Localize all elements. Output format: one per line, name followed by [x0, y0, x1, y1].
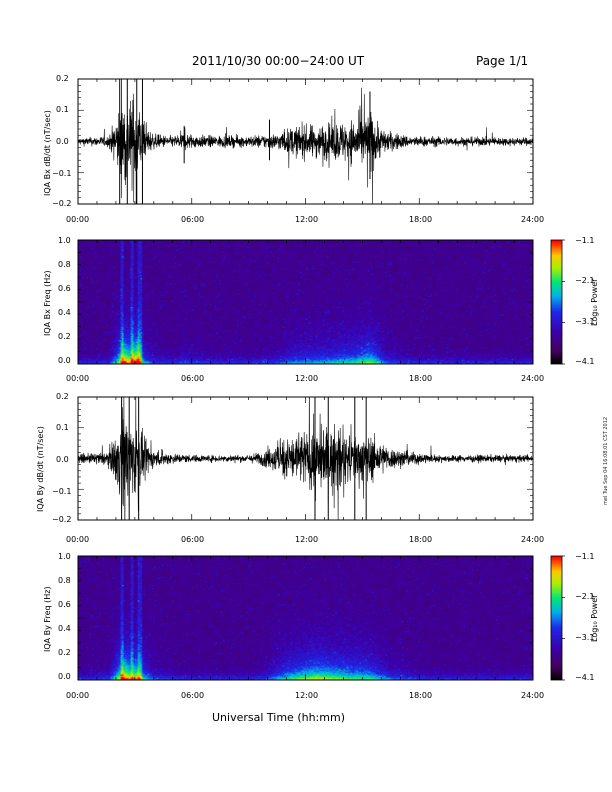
panel2-ytick: 0.2 [58, 332, 71, 341]
panel4-ytick: 1.0 [58, 552, 71, 561]
panel3-ytick: 0.0 [56, 455, 69, 464]
panel1-xtick: 12:00 [295, 215, 319, 224]
spectrogram-panel-3 [77, 555, 565, 681]
panel3-ytick: −0.1 [52, 487, 72, 496]
waveform-panel-0 [77, 78, 534, 205]
colorbar1-tick: −1.1 [575, 236, 595, 245]
panel4-ytick: 0.4 [58, 624, 71, 633]
colorbar2-label: Log₁₀ Power [590, 594, 599, 642]
panel1-xtick: 06:00 [181, 215, 205, 224]
panel2-ytick: 0.4 [58, 308, 71, 317]
spectrogram-image [78, 240, 533, 364]
panel4-ytick: 0.6 [58, 600, 71, 609]
panel3-ytick: 0.1 [56, 423, 69, 432]
panel2-xtick: 24:00 [521, 374, 545, 383]
panel3-xtick: 24:00 [521, 535, 545, 544]
page-title: 2011/10/30 00:00−24:00 UT [192, 54, 365, 68]
panel1-ylabel: IQA Bx dB/dt (nT/sec) [43, 110, 52, 196]
panel4-xtick: 24:00 [521, 691, 545, 700]
panel2-ylabel: IQA Bx Freq (Hz) [43, 270, 52, 336]
panel4-xtick: 18:00 [409, 691, 433, 700]
panel4-ytick: 0.0 [58, 672, 71, 681]
colorbar-image [551, 240, 562, 364]
panel2-ytick: 0.0 [58, 356, 71, 365]
panel2-xtick: 06:00 [181, 374, 205, 383]
colorbar-image [551, 556, 562, 680]
side-timestamp: mel Tue Sep 04 16:08:01 CST 2012 [603, 416, 609, 505]
waveform-trace [78, 79, 533, 204]
panel3-xtick: 12:00 [295, 535, 319, 544]
colorbar2-tick: −1.1 [575, 552, 595, 561]
colorbar1-tick: −3.1 [575, 317, 595, 326]
panel1-ytick: 0.0 [56, 137, 69, 146]
panel4-ylabel: IQA By Freq (Hz) [43, 586, 52, 652]
colorbar2-tick: −4.1 [575, 673, 595, 682]
panel2-ytick: 1.0 [58, 236, 71, 245]
colorbar-frame [550, 239, 563, 365]
panel3-xtick: 18:00 [409, 535, 433, 544]
panel2-xtick: 00:00 [66, 374, 90, 383]
panel1-ytick: −0.2 [52, 199, 72, 208]
x-axis-label: Universal Time (hh:mm) [212, 711, 345, 724]
panel4-ytick: 0.8 [58, 576, 71, 585]
panel4-xtick: 06:00 [181, 691, 205, 700]
panel2-ytick: 0.6 [58, 284, 71, 293]
panel1-ytick: 0.2 [56, 74, 69, 83]
panel3-xtick: 00:00 [66, 535, 90, 544]
panel1-ytick: 0.1 [56, 105, 69, 114]
waveform-panel-2 [77, 396, 534, 521]
colorbar-frame [550, 555, 563, 681]
panel2-xtick: 12:00 [295, 374, 319, 383]
colorbar1-tick: −2.1 [575, 276, 595, 285]
panel1-xtick: 24:00 [521, 215, 545, 224]
colorbar2-tick: −3.1 [575, 633, 595, 642]
panel4-xtick: 00:00 [66, 691, 90, 700]
colorbar1-tick: −4.1 [575, 357, 595, 366]
colorbar1-label: Log₁₀ Power [590, 278, 599, 326]
panel3-ytick: 0.2 [56, 392, 69, 401]
panel3-ytick: −0.2 [52, 515, 72, 524]
panel4-ytick: 0.2 [58, 648, 71, 657]
page-number: Page 1/1 [476, 54, 529, 68]
panel3-xtick: 06:00 [181, 535, 205, 544]
panel1-ytick: −0.1 [52, 169, 72, 178]
panel3-ylabel: IQA By dB/dt (nT/sec) [36, 426, 45, 512]
panel1-xtick: 00:00 [66, 215, 90, 224]
panel2-ytick: 0.8 [58, 260, 71, 269]
colorbar2-tick: −2.1 [575, 592, 595, 601]
spectrogram-panel-1 [77, 239, 565, 365]
waveform-trace [78, 397, 533, 520]
panel1-xtick: 18:00 [409, 215, 433, 224]
spectrogram-image [78, 556, 533, 680]
panel4-xtick: 12:00 [295, 691, 319, 700]
panel2-xtick: 18:00 [409, 374, 433, 383]
